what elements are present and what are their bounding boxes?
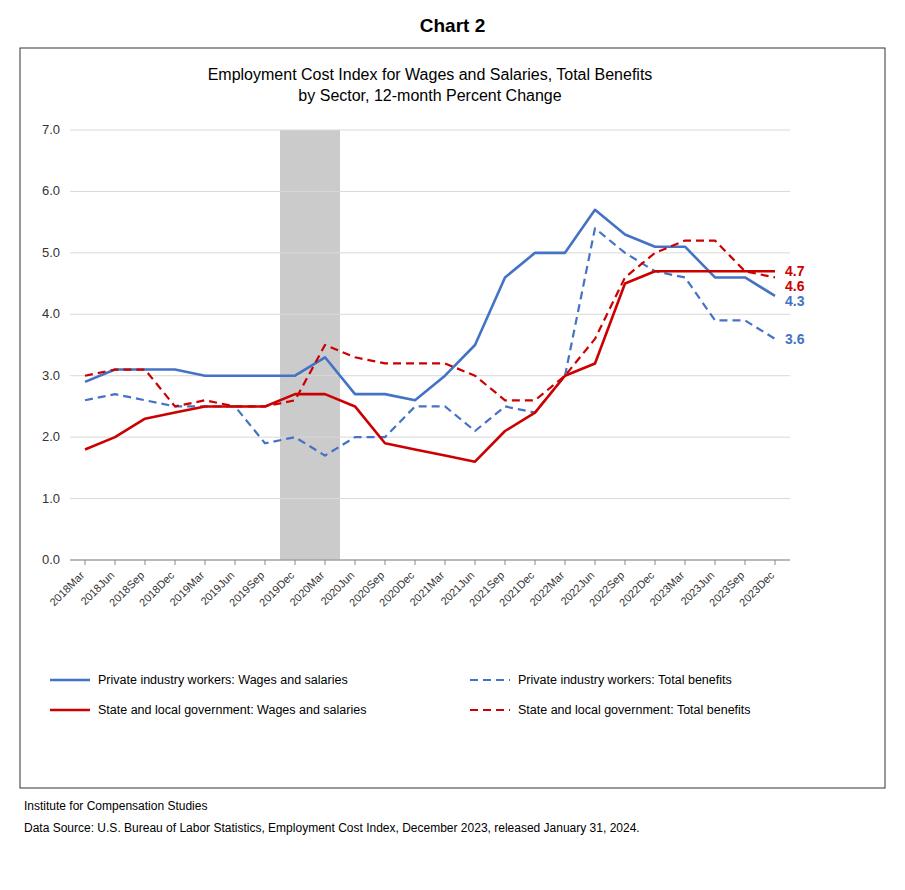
x-tick — [265, 560, 266, 565]
x-tick-label: 2023Dec — [737, 569, 777, 609]
y-tick-label: 5.0 — [42, 245, 60, 260]
series-line — [85, 210, 775, 400]
legend: Private industry workers: Wages and sala… — [50, 673, 751, 717]
end-labels: 4.74.64.3 3.6 — [785, 263, 805, 347]
footer-text: Institute for Compensation Studies — [24, 799, 207, 813]
legend-label: Private industry workers: Wages and sala… — [98, 673, 348, 687]
x-tick — [625, 560, 626, 565]
x-tick — [385, 560, 386, 565]
legend-label: State and local government: Total benefi… — [518, 703, 751, 717]
x-tick — [145, 560, 146, 565]
y-tick-label: 4.0 — [42, 306, 60, 321]
x-tick — [175, 560, 176, 565]
x-tick — [295, 560, 296, 565]
legend-swatch — [470, 679, 510, 681]
grid-line — [70, 130, 790, 131]
x-tick — [745, 560, 746, 565]
x-tick — [235, 560, 236, 565]
x-tick — [355, 560, 356, 565]
x-tick — [775, 560, 776, 565]
x-tick — [325, 560, 326, 565]
chart: Chart 2 Employment Cost Index for Wages a… — [0, 0, 905, 890]
x-axis-line — [70, 560, 790, 561]
grid-line — [70, 560, 790, 561]
x-tick — [475, 560, 476, 565]
series-line — [85, 271, 775, 461]
grid-line — [70, 437, 790, 438]
legend-swatch — [470, 709, 510, 711]
x-tick — [415, 560, 416, 565]
end-label: 3.6 — [785, 331, 805, 347]
x-tick — [685, 560, 686, 565]
footer-text: Data Source: U.S. Bureau of Labor Statis… — [24, 821, 640, 835]
end-label: 4.3 — [785, 293, 805, 309]
y-tick-label: 6.0 — [42, 183, 60, 198]
end-label: 4.7 — [785, 263, 805, 279]
x-tick — [115, 560, 116, 565]
y-tick-label: 0.0 — [42, 552, 60, 567]
x-tick — [715, 560, 716, 565]
x-axis: 2018Mar2018Jun2018Sep2018Dec2019Mar2019J… — [47, 560, 790, 609]
recession-shading — [280, 130, 340, 560]
x-tick — [205, 560, 206, 565]
y-axis: 0.0 1.0 2.0 3.0 4.0 5.0 6.0 7.0 — [42, 122, 790, 567]
x-tick — [535, 560, 536, 565]
y-tick-label: 7.0 — [42, 122, 60, 137]
legend-swatch — [50, 679, 90, 682]
x-tick — [655, 560, 656, 565]
subtitle: Employment Cost Index for Wages and Sala… — [208, 66, 653, 104]
x-tick — [595, 560, 596, 565]
y-tick-label: 1.0 — [42, 491, 60, 506]
series-lines — [85, 210, 775, 462]
y-tick-label: 2.0 — [42, 429, 60, 444]
y-tick-label: 3.0 — [42, 368, 60, 383]
x-tick — [445, 560, 446, 565]
x-tick — [85, 560, 86, 565]
x-tick — [505, 560, 506, 565]
grid-line — [70, 252, 790, 253]
series-line — [85, 241, 775, 407]
grid-line — [70, 498, 790, 499]
grid-line — [70, 375, 790, 376]
legend-label: State and local government: Wages and sa… — [98, 703, 366, 717]
legend-label: Private industry workers: Total benefits — [518, 673, 732, 687]
title: Chart 2 — [420, 15, 485, 36]
footer: Institute for Compensation Studies Data S… — [24, 799, 640, 835]
grid-line — [70, 191, 790, 192]
grid-line — [70, 314, 790, 315]
legend-swatch — [50, 709, 90, 712]
border — [20, 48, 885, 788]
series-line — [85, 228, 775, 455]
x-tick — [565, 560, 566, 565]
end-label: 4.6 — [785, 278, 805, 294]
shaded-ranges — [280, 130, 340, 560]
